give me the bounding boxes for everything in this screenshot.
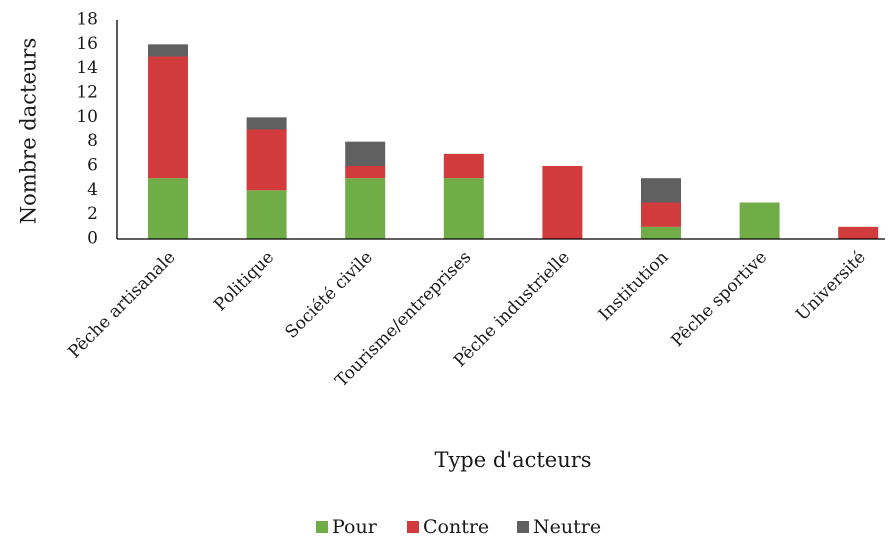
y-axis-title: Nombre dacteurs [17,38,41,224]
y-tick-label: 6 [87,156,98,176]
bar-pour-4 [443,178,484,239]
y-tick-label: 18 [76,10,98,30]
y-tick-label: 2 [87,204,98,224]
legend-label-pour: Pour [332,516,378,538]
y-tick-label: 8 [87,131,98,151]
x-category-label: Pêche artisanale [65,247,180,362]
bar-pour-7 [739,202,780,239]
x-category-label: Pêche sportive [667,247,771,351]
bar-pour-1 [148,178,188,239]
legend: Pour Contre Neutre [316,516,601,538]
bar-contre-5 [542,166,583,239]
bar-contre-6 [641,202,681,227]
bar-contre-1 [148,56,188,179]
x-category-label: Politique [210,247,278,315]
bar-contre-2 [246,129,287,191]
bar-neutre-3 [345,141,386,166]
y-axis-ticks: 0 2 4 6 8 10 12 14 16 18 [76,10,98,249]
legend-label-contre: Contre [423,516,489,538]
bar-neutre-2 [246,117,287,130]
legend-swatch-pour [316,521,328,533]
bar-neutre-6 [641,178,681,203]
x-category-label: Société civile [281,247,376,342]
bars [148,44,879,239]
y-tick-label: 0 [87,229,98,249]
bar-neutre-1 [148,44,188,57]
legend-label-neutre: Neutre [533,516,601,538]
x-axis-category-labels: Pêche artisanale Politique Société civileT… [65,247,870,391]
bar-pour-6 [641,226,681,239]
y-tick-label: 14 [76,58,98,78]
y-tick-label: 16 [76,34,98,54]
legend-swatch-contre [407,521,419,533]
x-category-label: Institution [595,247,673,325]
y-tick-label: 12 [76,83,98,103]
bar-pour-3 [345,178,386,239]
y-tick-label: 4 [87,180,98,200]
x-axis-title: Type d'acteurs [434,448,591,472]
bar-contre-4 [443,153,484,179]
bar-contre-8 [838,226,879,239]
bar-pour-2 [246,190,287,239]
bar-contre-3 [345,166,386,179]
legend-swatch-neutre [517,521,529,533]
y-tick-label: 10 [76,107,98,127]
x-category-label: Université [792,247,869,324]
